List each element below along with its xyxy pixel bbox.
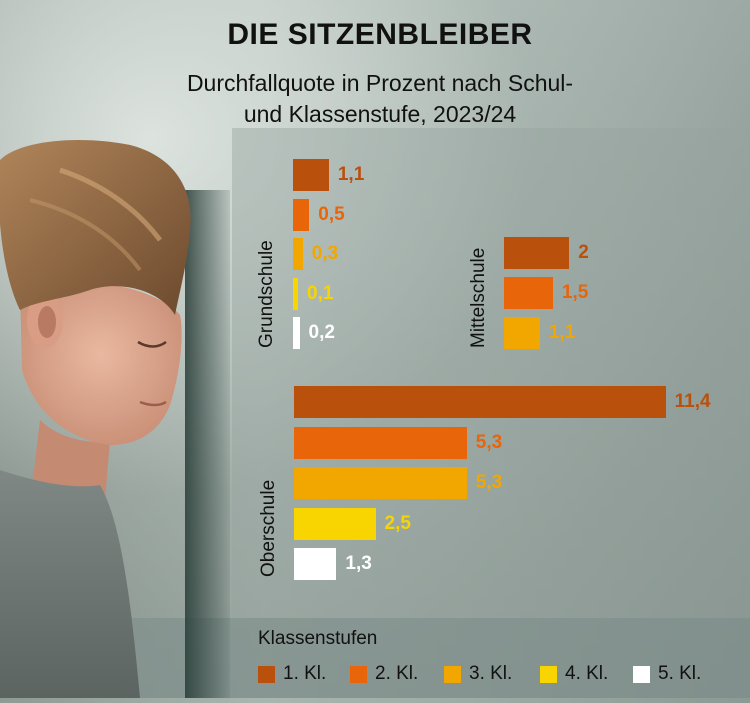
value-label-mittelschule-3: 1,1 <box>548 322 576 343</box>
bar-oberschule-1 <box>294 386 666 418</box>
legend-item-3: 3. Kl. <box>444 663 512 685</box>
legend-swatch-4 <box>540 665 557 683</box>
legend-swatch-3 <box>444 665 461 683</box>
chart-subtitle: Durchfallquote in Prozent nach Schul- un… <box>0 68 750 130</box>
bar-mittelschule-3 <box>504 317 540 349</box>
value-label-oberschule-2: 5,3 <box>475 431 503 453</box>
value-label-oberschule-3: 5,3 <box>475 472 503 493</box>
legend-item-4: 4. Kl. <box>540 663 608 685</box>
legend-swatch-2 <box>350 665 367 683</box>
legend-item-2: 2. Kl. <box>350 663 418 685</box>
bar-mittelschule-1 <box>504 237 570 269</box>
group-label-oberschule: Oberschule <box>258 479 279 577</box>
legend-label-2: 2. Kl. <box>375 663 419 684</box>
legend-label-5: 5. Kl. <box>658 663 702 684</box>
legend-label-1: 1. Kl. <box>283 663 327 684</box>
legend-label-3: 3. Kl. <box>469 663 513 684</box>
legend-title: Klassenstufen <box>258 628 378 649</box>
legend-swatch-5 <box>633 665 650 683</box>
group-label-grundschule: Grundschule <box>256 240 277 348</box>
value-label-grundschule-4: 0,1 <box>307 282 334 304</box>
value-label-mittelschule-1: 2 <box>578 242 589 263</box>
bar-grundschule-5 <box>293 317 300 349</box>
bar-mittelschule-2 <box>504 277 553 309</box>
bar-grundschule-1 <box>293 159 329 191</box>
bar-grundschule-2 <box>293 198 310 231</box>
group-label-mittelschule: Mittelschule <box>468 247 489 348</box>
subtitle-line-2: und Klassenstufe, 2023/24 <box>243 101 517 127</box>
value-label-grundschule-5: 0,2 <box>308 322 335 343</box>
value-label-grundschule-3: 0,3 <box>311 243 339 264</box>
value-label-mittelschule-2: 1,5 <box>561 282 589 303</box>
value-label-grundschule-1: 1,1 <box>337 164 365 185</box>
bar-grundschule-4 <box>293 277 298 310</box>
value-label-oberschule-4: 2,5 <box>384 512 411 534</box>
bar-oberschule-5 <box>294 548 337 580</box>
bar-oberschule-4 <box>294 507 376 540</box>
value-label-oberschule-1: 11,4 <box>674 391 711 412</box>
door-shadow <box>185 190 230 698</box>
legend-item-1: 1. Kl. <box>258 663 326 685</box>
value-label-oberschule-5: 1,3 <box>345 553 372 574</box>
value-label-grundschule-2: 0,5 <box>318 203 345 225</box>
legend-label-4: 4. Kl. <box>565 663 609 684</box>
legend-swatch-1 <box>258 665 275 683</box>
bar-grundschule-3 <box>293 238 303 270</box>
boy-photo <box>0 140 230 698</box>
chart-panel <box>232 128 750 618</box>
bar-oberschule-2 <box>294 426 467 459</box>
chart-title: DIE SITZENBLEIBER <box>227 18 533 51</box>
legend-item-5: 5. Kl. <box>633 663 701 685</box>
bar-oberschule-3 <box>294 467 467 499</box>
subtitle-line-1: Durchfallquote in Prozent nach Schul- <box>186 70 574 96</box>
